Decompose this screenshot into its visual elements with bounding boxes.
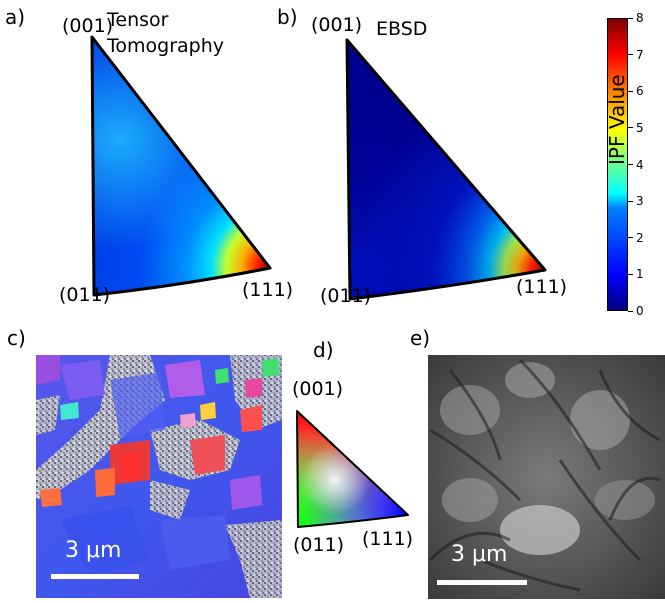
colorbar-tick-mark xyxy=(628,54,633,56)
ebsd-orientation-map xyxy=(36,355,282,598)
colorbar-tick-mark xyxy=(628,200,633,202)
panel-d-letter: d) xyxy=(313,338,334,362)
colorbar-tick-mark xyxy=(628,17,633,19)
colorbar-tick-label: 7 xyxy=(636,47,644,62)
panel-c-scale-label: 3 μm xyxy=(65,538,122,563)
panel-e-letter: e) xyxy=(410,326,431,350)
panel-d-corner-right: (111) xyxy=(362,528,414,550)
panel-d-corner-top: (001) xyxy=(292,378,344,400)
panel-b-title: EBSD xyxy=(376,18,428,40)
panel-d-corner-left: (011) xyxy=(293,534,345,556)
colorbar-tick-label: 8 xyxy=(636,11,644,25)
colorbar-tick-mark xyxy=(628,90,633,92)
panel-a-letter: a) xyxy=(5,5,26,29)
panel-a-title-line2: Tomography xyxy=(107,35,224,57)
colorbar-tick-label: 4 xyxy=(636,157,644,172)
colorbar-tick-label: 3 xyxy=(636,194,644,209)
panel-b-corner-left: (011) xyxy=(320,285,372,307)
panel-a-corner-top: (001) xyxy=(62,15,114,37)
panel-a-title-line1: Tensor xyxy=(107,9,169,31)
ipf-triangle-ebsd xyxy=(345,38,547,301)
colorbar xyxy=(607,18,628,311)
colorbar-tick-label: 1 xyxy=(636,267,644,282)
panel-a-corner-right: (111) xyxy=(242,279,294,301)
ipf-color-key-triangle xyxy=(296,410,409,528)
colorbar-tick-label: 5 xyxy=(636,120,644,135)
panel-e-scale-bar xyxy=(437,580,527,585)
colorbar-tick-label: 2 xyxy=(636,230,644,245)
tem-micrograph xyxy=(428,355,665,599)
panel-c-scale-bar xyxy=(51,574,139,579)
colorbar-tick-label: 0 xyxy=(636,304,644,318)
colorbar-tick-mark xyxy=(628,237,633,239)
colorbar-tick-mark xyxy=(628,127,633,129)
colorbar-tick-mark xyxy=(628,273,633,275)
panel-a-corner-left: (011) xyxy=(59,284,111,306)
panel-b-letter: b) xyxy=(277,5,298,29)
panel-b-corner-right: (111) xyxy=(516,276,568,298)
colorbar-tick-mark xyxy=(628,310,633,312)
panel-e-scale-label: 3 μm xyxy=(451,542,508,567)
panel-c-letter: c) xyxy=(7,326,26,350)
colorbar-tick-label: 6 xyxy=(636,84,644,99)
panel-b-corner-top: (001) xyxy=(311,14,363,36)
colorbar-title: IPF Value xyxy=(605,74,629,165)
colorbar-tick-mark xyxy=(628,164,633,165)
ipf-triangle-tensor-tomography xyxy=(90,35,272,297)
